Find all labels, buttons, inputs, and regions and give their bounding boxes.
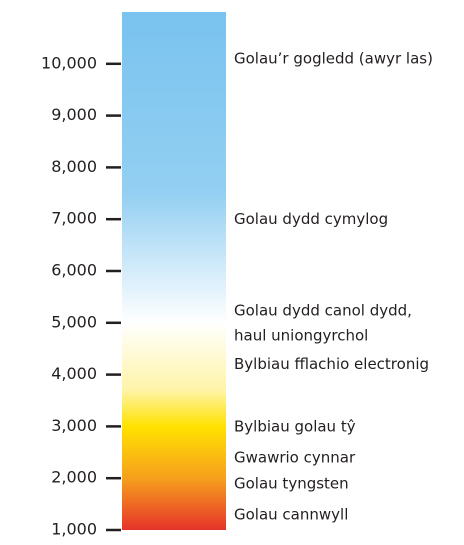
annotation: Golau cannwyll bbox=[234, 505, 348, 523]
annotation: Bylbiau golau tŷ bbox=[234, 417, 356, 435]
y-tick-label: 1,000 bbox=[51, 520, 97, 539]
annotation: Gwawrio cynnar bbox=[234, 448, 356, 466]
y-tick-label: 3,000 bbox=[51, 416, 97, 435]
annotation: Golau tyngsten bbox=[234, 474, 349, 492]
y-tick-label: 7,000 bbox=[51, 209, 97, 228]
y-tick-label: 6,000 bbox=[51, 261, 97, 280]
annotation-line: haul uniongyrchol bbox=[234, 326, 368, 344]
annotation-line: Golau tyngsten bbox=[234, 474, 349, 492]
annotation-line: Gwawrio cynnar bbox=[234, 448, 356, 466]
annotation-line: Bylbiau fflachio electronig bbox=[234, 355, 429, 373]
y-tick-label: 9,000 bbox=[51, 105, 97, 124]
annotation-line: Golau dydd canol dydd, bbox=[234, 301, 412, 319]
annotation-line: Golau dydd cymylog bbox=[234, 210, 388, 228]
y-tick-label: 4,000 bbox=[51, 364, 97, 383]
annotation-line: Golau’r gogledd (awyr las) bbox=[234, 49, 433, 67]
annotation-line: Bylbiau golau tŷ bbox=[234, 417, 356, 435]
annotation: Golau dydd canol dydd, haul uniongyrchol bbox=[234, 301, 412, 344]
annotation: Golau’r gogledd (awyr las) bbox=[234, 49, 433, 67]
y-tick-label: 8,000 bbox=[51, 157, 97, 176]
y-tick-label: 2,000 bbox=[51, 468, 97, 487]
y-tick-label: 10,000 bbox=[41, 53, 97, 72]
y-tick-label: 5,000 bbox=[51, 312, 97, 331]
annotation: Bylbiau fflachio electronig bbox=[234, 355, 429, 373]
annotation-line: Golau cannwyll bbox=[234, 505, 348, 523]
color-bar bbox=[122, 12, 226, 530]
annotation: Golau dydd cymylog bbox=[234, 210, 388, 228]
